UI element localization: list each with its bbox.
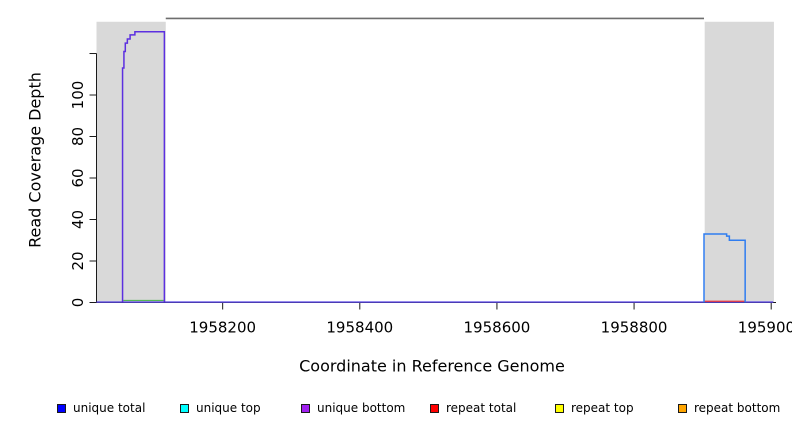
series-unique-coverage-left-peak — [121, 30, 166, 303]
unique-bottom-swatch-icon — [301, 403, 310, 413]
unique-top-swatch-icon — [180, 403, 189, 413]
legend-item-unique-top: unique top — [180, 399, 261, 417]
right-gray-region — [704, 21, 774, 303]
unique-total-swatch-icon — [57, 403, 66, 413]
legend-label: repeat top — [571, 401, 634, 415]
legend-label: repeat total — [446, 401, 517, 415]
legend-item-repeat-top: repeat top — [555, 399, 634, 417]
x-axis-title: Coordinate in Reference Genome — [299, 356, 565, 376]
x-tick-label: 1958800 — [601, 319, 668, 337]
x-tick-label: 1958200 — [189, 319, 256, 337]
series-unique-coverage-right-step — [703, 233, 746, 303]
legend: unique total unique top unique bottom repea… — [0, 399, 792, 417]
legend-label: unique top — [196, 401, 261, 415]
legend-label: repeat bottom — [694, 401, 781, 415]
legend-label: unique bottom — [317, 401, 406, 415]
left-gray-region — [96, 21, 166, 303]
legend-item-repeat-total: repeat total — [430, 399, 516, 417]
y-tick-label: 20 — [69, 251, 87, 270]
x-tick-label: 1958400 — [326, 319, 393, 337]
y-axis-title: Read Coverage Depth — [25, 72, 45, 248]
legend-item-repeat-bottom: repeat bottom — [678, 399, 780, 417]
y-tick-label: 40 — [69, 210, 87, 229]
repeat-total-swatch-icon — [430, 403, 439, 413]
y-tick-label: 80 — [69, 127, 87, 146]
legend-label: unique total — [73, 401, 146, 415]
x-tick-label: 1958600 — [464, 319, 531, 337]
y-tick-label: 60 — [69, 168, 87, 187]
y-tick-label: 100 — [69, 81, 87, 110]
y-tick-label: 0 — [69, 298, 87, 308]
repeat-top-swatch-icon — [555, 403, 564, 413]
repeat-bottom-swatch-icon — [678, 403, 687, 413]
legend-item-unique-total: unique total — [57, 399, 145, 417]
legend-item-unique-bottom: unique bottom — [301, 399, 405, 417]
